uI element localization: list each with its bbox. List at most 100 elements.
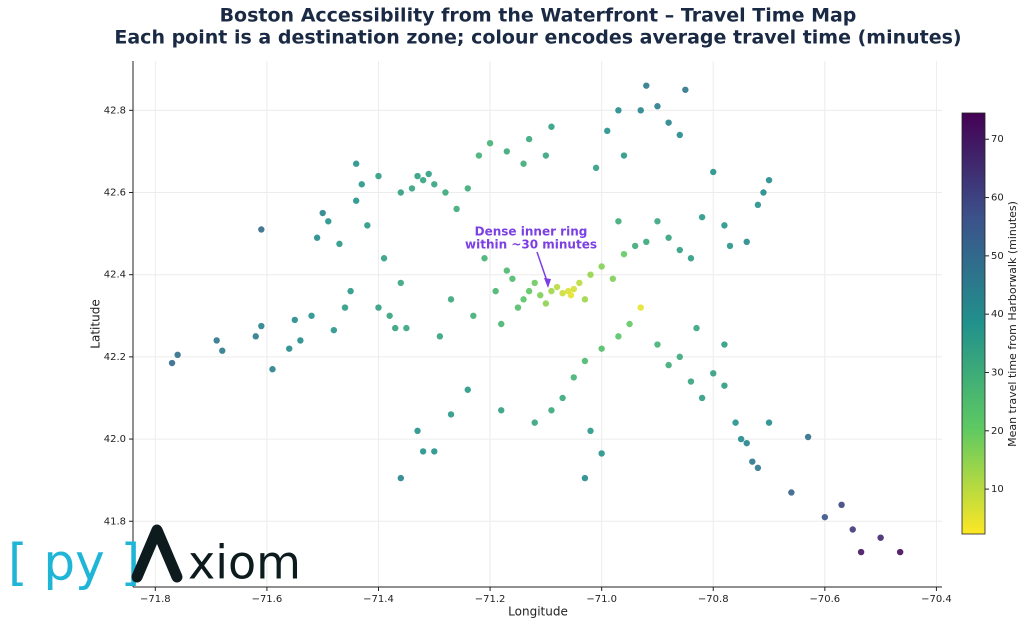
- point: [637, 107, 644, 114]
- point: [297, 337, 304, 344]
- point: [291, 316, 298, 324]
- point: [219, 347, 226, 354]
- chart-subtitle: Each point is a destination zone; colour…: [114, 27, 961, 49]
- point: [857, 548, 865, 556]
- point: [520, 296, 527, 303]
- point: [743, 238, 750, 246]
- point: [665, 361, 672, 369]
- point: [896, 548, 904, 556]
- point: [721, 341, 728, 348]
- point: [676, 131, 683, 139]
- point: [258, 226, 265, 233]
- point: [765, 176, 773, 184]
- point: [654, 341, 661, 348]
- point: [877, 534, 884, 541]
- point: [352, 197, 360, 204]
- y-tick-label: 42.2: [104, 352, 126, 363]
- points: [168, 82, 904, 556]
- point: [598, 450, 605, 457]
- point: [336, 240, 343, 248]
- point: [325, 218, 332, 225]
- point: [737, 435, 745, 443]
- point: [553, 283, 561, 291]
- point: [403, 324, 410, 332]
- point: [386, 312, 393, 319]
- point: [319, 209, 326, 217]
- point: [570, 285, 577, 293]
- point: [174, 351, 181, 359]
- point: [419, 176, 427, 184]
- x-tick-label: −70.4: [921, 594, 952, 605]
- point: [431, 181, 438, 188]
- colorbar-label: Mean travel time from Harborwalk (minute…: [1006, 201, 1019, 447]
- x-tick-label: −71.2: [475, 594, 506, 605]
- colorbar-ticks: 10 20 30 40 50 60 70: [985, 134, 1004, 495]
- point: [682, 86, 689, 93]
- y-tick-label: 42.6: [104, 188, 126, 199]
- point: [503, 267, 511, 274]
- point: [475, 152, 483, 159]
- colorbar-tick-label: 20: [991, 426, 1004, 437]
- point: [397, 189, 405, 196]
- point: [442, 189, 449, 196]
- point: [726, 242, 734, 250]
- x-axis-label: Longitude: [508, 605, 568, 619]
- point: [654, 103, 661, 110]
- point: [486, 139, 494, 147]
- point: [687, 255, 695, 262]
- y-tick-label: 42.8: [104, 105, 126, 116]
- point: [341, 304, 349, 311]
- point: [531, 279, 538, 287]
- point: [570, 374, 577, 381]
- x-tick-label: −71.0: [586, 594, 617, 605]
- point: [380, 255, 388, 262]
- point: [559, 289, 566, 297]
- point: [598, 345, 605, 352]
- point: [693, 324, 700, 332]
- point: [286, 345, 293, 352]
- point: [637, 304, 644, 311]
- point: [542, 152, 550, 159]
- x-tick-label: −71.8: [140, 594, 171, 605]
- point: [447, 296, 455, 303]
- point: [498, 320, 505, 328]
- point: [537, 292, 544, 299]
- point: [525, 287, 533, 295]
- point: [743, 439, 750, 447]
- logo-text: xiom: [188, 536, 301, 590]
- point: [615, 107, 622, 114]
- point: [698, 213, 706, 221]
- point: [330, 326, 338, 334]
- point: [615, 333, 622, 340]
- point: [687, 378, 695, 385]
- x-tick-label: −71.6: [252, 594, 283, 605]
- logo-mark: [131, 524, 183, 583]
- point: [525, 135, 533, 143]
- point: [615, 218, 622, 225]
- point: [436, 333, 444, 340]
- point: [453, 205, 460, 213]
- point: [581, 474, 589, 482]
- point: [168, 359, 176, 367]
- point: [643, 82, 650, 89]
- point: [587, 427, 594, 435]
- point: [567, 292, 575, 299]
- point: [548, 123, 555, 130]
- point: [548, 407, 555, 414]
- point: [676, 246, 683, 254]
- point: [609, 275, 617, 282]
- y-tick-label: 41.8: [104, 516, 126, 527]
- point: [631, 242, 639, 250]
- point: [665, 119, 672, 126]
- x-tick-label: −70.6: [810, 594, 841, 605]
- point: [414, 427, 421, 435]
- y-tick-label: 42.0: [104, 434, 126, 445]
- point: [838, 501, 845, 509]
- point: [531, 419, 538, 426]
- point: [676, 353, 683, 361]
- point: [252, 333, 259, 340]
- point: [598, 263, 605, 270]
- grid: [133, 61, 942, 587]
- point: [581, 296, 589, 303]
